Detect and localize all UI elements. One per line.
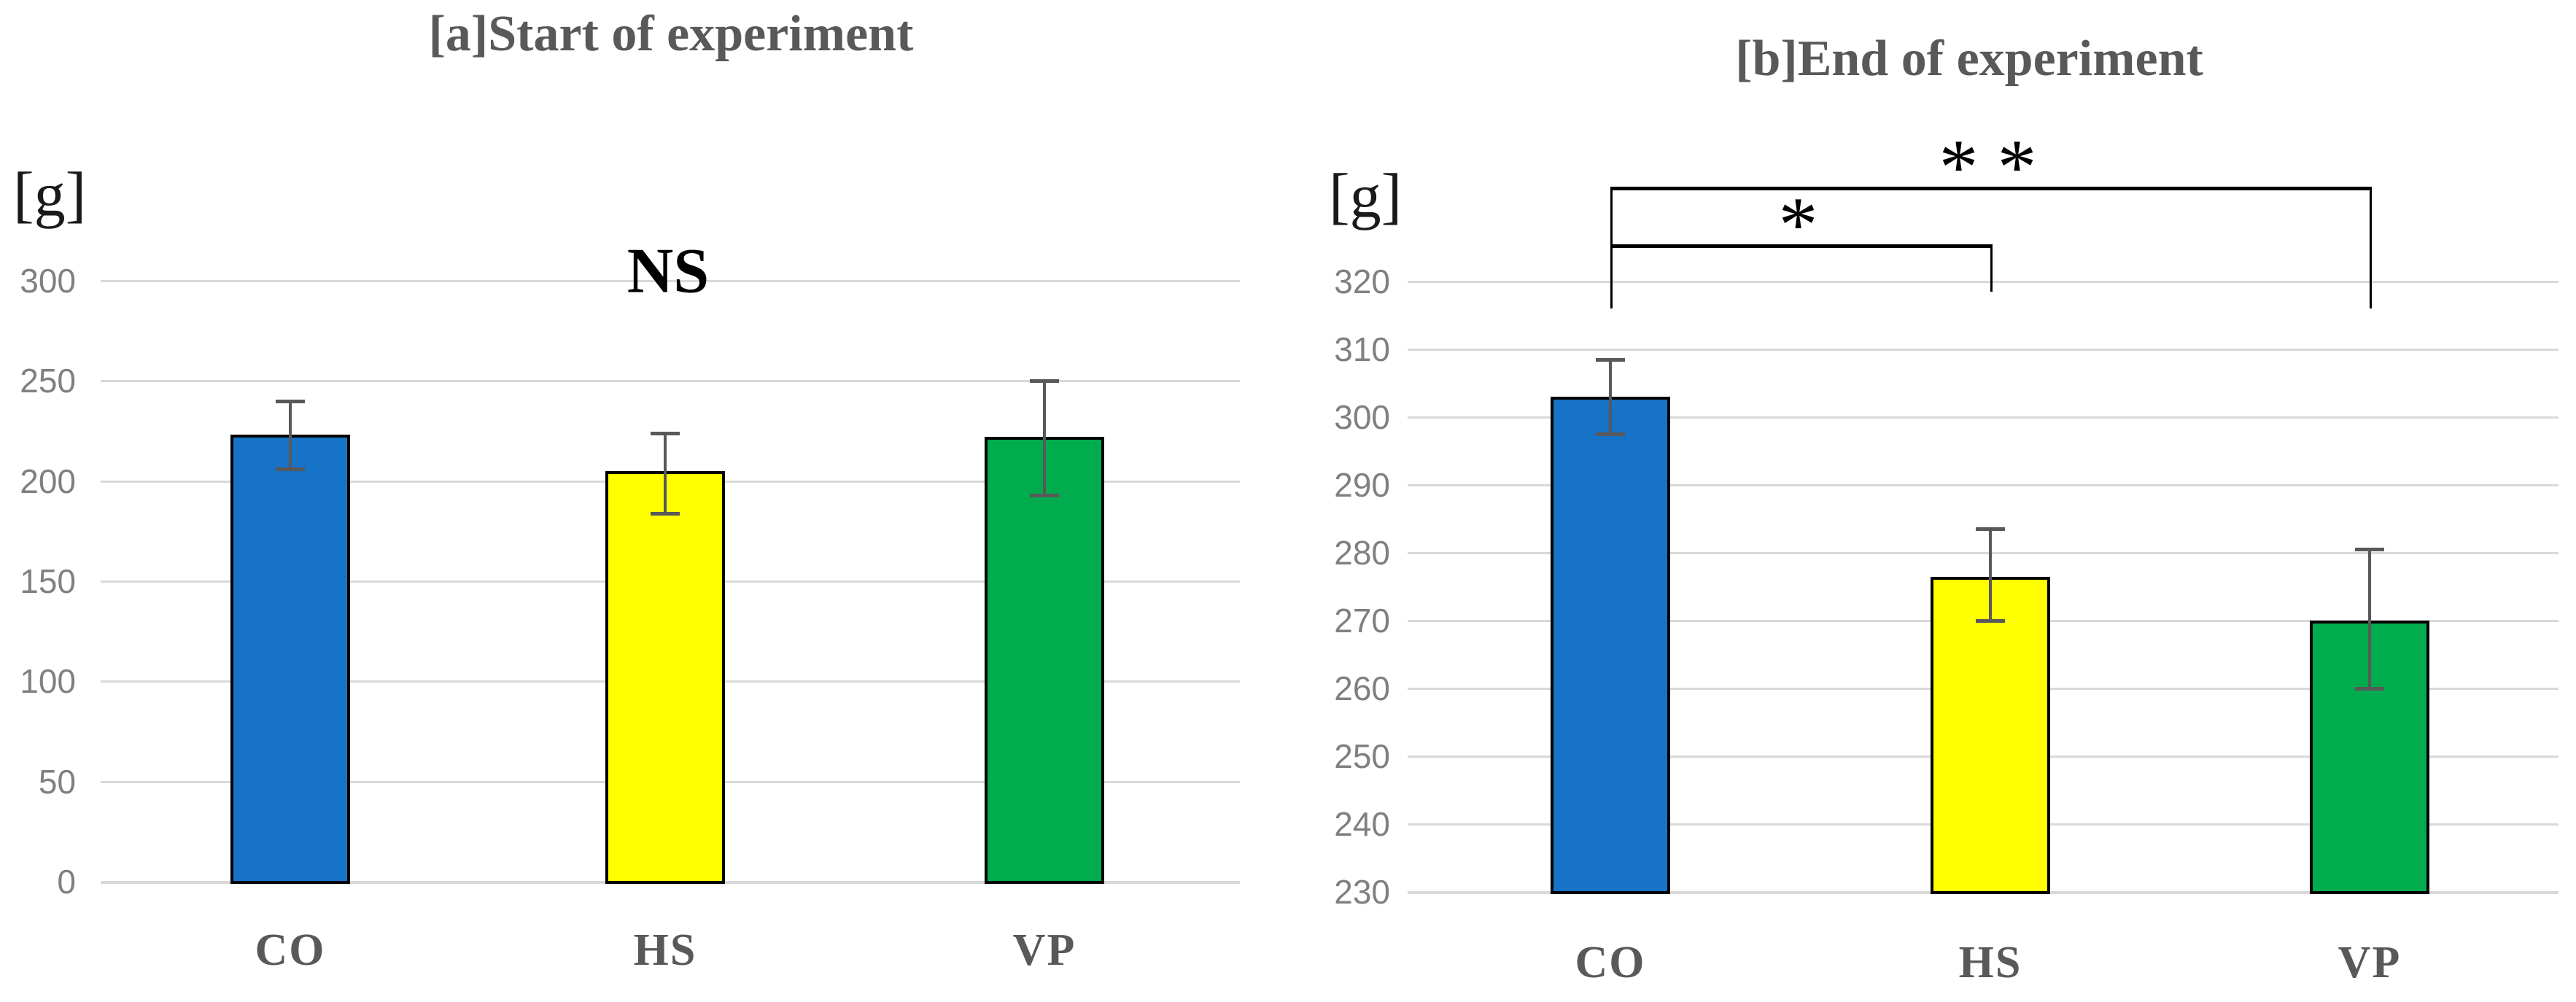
category-label-a-VP: VP [1012, 925, 1076, 975]
category-label-b-CO: CO [1575, 938, 1646, 987]
error-bar-a-VP [1043, 381, 1046, 495]
gridline-b-300 [1408, 416, 2558, 419]
sig-bracket-line-0 [1610, 244, 1993, 248]
bar-a-HS [605, 470, 725, 884]
sig-bracket-drop-right-0 [1990, 244, 1993, 292]
error-bar-cap-b-HS-low [1976, 619, 2005, 623]
sig-bracket-drop-right-1 [2370, 186, 2372, 309]
panel-a-y-unit-label: [g] [13, 159, 87, 229]
gridline-b-310 [1408, 349, 2558, 351]
sig-bracket-drop-left-1 [1610, 186, 1613, 309]
error-bar-cap-a-HS-high [651, 431, 680, 435]
bar-b-HS [1931, 576, 2050, 894]
y-tick-label-a-300: 300 [20, 262, 76, 300]
error-bar-a-CO [289, 400, 292, 470]
error-bar-a-HS [664, 432, 667, 513]
error-bar-cap-a-HS-low [651, 511, 680, 516]
y-tick-label-b-230: 230 [1334, 873, 1390, 911]
category-label-b-HS: HS [1958, 938, 2022, 987]
error-bar-b-CO [1609, 359, 1612, 435]
y-tick-label-a-200: 200 [20, 462, 76, 500]
y-tick-label-b-280: 280 [1334, 534, 1390, 572]
error-bar-cap-b-VP-high [2355, 548, 2384, 552]
y-tick-label-b-310: 310 [1334, 330, 1390, 368]
y-tick-label-a-250: 250 [20, 362, 76, 400]
y-tick-label-b-320: 320 [1334, 263, 1390, 300]
y-tick-label-a-100: 100 [20, 662, 76, 701]
panel-b-y-unit-label: [g] [1329, 160, 1403, 230]
bar-b-CO [1551, 397, 1670, 894]
gridline-a-250 [101, 380, 1240, 383]
error-bar-cap-b-CO-high [1596, 357, 1625, 362]
gridline-b-290 [1408, 484, 2558, 486]
gridline-b-320 [1408, 281, 2558, 283]
error-bar-cap-a-VP-high [1030, 379, 1059, 384]
error-bar-cap-a-CO-high [276, 399, 305, 403]
sig-bracket-label-0: * [1778, 181, 1837, 268]
gridline-a-300 [101, 280, 1240, 282]
y-tick-label-b-290: 290 [1334, 466, 1390, 504]
panel-b-title: [b]End of experiment [1735, 31, 2203, 87]
category-label-a-HS: HS [633, 925, 697, 975]
y-tick-label-a-50: 50 [38, 762, 76, 801]
error-bar-b-HS [1989, 529, 1992, 621]
error-bar-cap-b-HS-high [1976, 527, 2005, 532]
sig-bracket-line-1 [1610, 186, 2372, 190]
y-tick-label-b-300: 300 [1334, 398, 1390, 436]
bar-a-CO [230, 435, 350, 884]
sig-bracket-label-1: ** [1939, 123, 2056, 211]
bar-a-VP [985, 437, 1104, 884]
ns-annotation: NS [626, 236, 710, 307]
error-bar-cap-a-VP-low [1030, 493, 1059, 497]
error-bar-cap-a-CO-low [276, 467, 305, 472]
y-tick-label-b-250: 250 [1334, 737, 1390, 775]
panel-a-title: [a]Start of experiment [428, 6, 914, 62]
gridline-b-280 [1408, 552, 2558, 554]
y-tick-label-b-270: 270 [1334, 602, 1390, 640]
category-label-a-CO: CO [255, 925, 326, 975]
error-bar-cap-b-VP-low [2355, 687, 2384, 691]
y-tick-label-b-260: 260 [1334, 669, 1390, 707]
y-tick-label-a-0: 0 [57, 863, 76, 901]
category-label-b-VP: VP [2338, 938, 2402, 987]
error-bar-cap-b-CO-low [1596, 432, 1625, 437]
y-tick-label-b-240: 240 [1334, 805, 1390, 843]
y-tick-label-a-150: 150 [20, 562, 76, 600]
error-bar-b-VP [2368, 549, 2371, 688]
